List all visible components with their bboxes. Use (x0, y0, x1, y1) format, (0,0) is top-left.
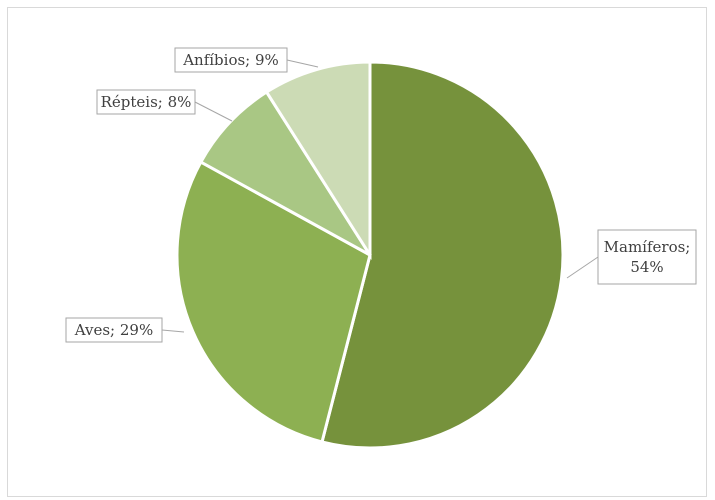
data-label-text: Répteis; 8% (101, 93, 192, 111)
data-label-text: Mamíferos; (604, 238, 691, 256)
label-box (96, 89, 196, 115)
data-label-text: Aves; 29% (74, 321, 153, 339)
pie-slice-mamiferos (320, 60, 565, 450)
label-box (174, 47, 288, 73)
label-box (65, 317, 163, 343)
leader-line (566, 256, 599, 279)
data-label-aves: Aves; 29% (65, 317, 185, 343)
pie-slice-anfibios (264, 60, 372, 261)
leader-line (194, 101, 233, 122)
data-label-anfibios: Anfíbios; 9% (174, 47, 319, 73)
label-box (597, 229, 697, 285)
data-label-text: 54% (630, 258, 663, 276)
pie-slice-aves (175, 159, 372, 444)
leader-line (286, 59, 319, 68)
pie-slices (175, 60, 565, 450)
data-label-text: Anfíbios; 9% (182, 51, 279, 69)
data-label-repteis: Répteis; 8% (96, 89, 233, 122)
leader-line (161, 329, 185, 333)
data-label-mamiferos: Mamíferos; 54% (566, 229, 697, 285)
pie-data-labels: Mamíferos; 54% Aves; 29% Répteis; 8% Anfíbio… (65, 47, 697, 343)
pie-slice-repteis (198, 89, 372, 257)
